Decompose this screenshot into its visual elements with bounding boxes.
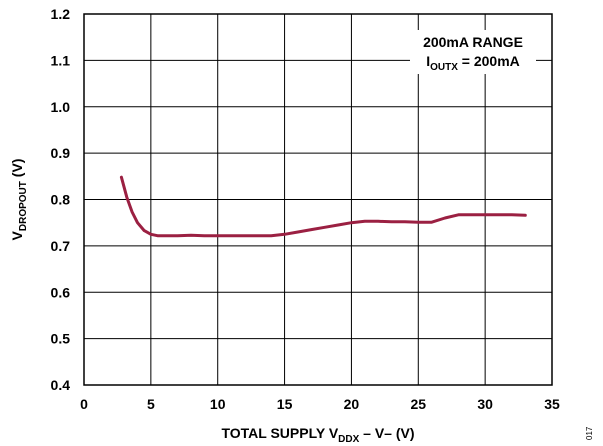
x-axis-title: TOTAL SUPPLY VDDX – V– (V) [221, 425, 414, 445]
x-tick-label: 30 [477, 396, 493, 412]
x-tick-label: 10 [210, 396, 226, 412]
annotation-range-label: 200mA RANGE [423, 34, 523, 50]
y-tick-label: 0.9 [51, 145, 71, 161]
y-axis-title: VDROPOUT (V) [9, 159, 29, 241]
annotation-current-label: IOUTX = 200mA [426, 53, 520, 73]
plot-area-frame [83, 13, 553, 386]
series-line-dropout-voltage [119, 175, 527, 238]
x-tick-label: 20 [344, 396, 360, 412]
y-axis-tick-labels: 0.4 0.5 0.6 0.7 0.8 0.9 1.0 1.1 1.2 [51, 6, 71, 393]
y-tick-label: 0.8 [51, 192, 71, 208]
y-tick-label: 1.2 [51, 6, 71, 22]
x-tick-label: 35 [544, 396, 560, 412]
annotation-background [410, 30, 536, 74]
y-tick-label: 1.0 [51, 99, 71, 115]
y-tick-label: 0.4 [51, 377, 71, 393]
y-tick-label: 0.6 [51, 284, 71, 300]
series-layer [119, 175, 527, 238]
x-tick-label: 25 [410, 396, 426, 412]
x-tick-label: 5 [147, 396, 155, 412]
y-tick-label: 0.7 [51, 238, 71, 254]
x-tick-label: 0 [80, 396, 88, 412]
figure-code: 017 [585, 426, 594, 440]
y-tick-label: 0.5 [51, 331, 71, 347]
x-tick-label: 15 [277, 396, 293, 412]
x-axis-tick-labels: 0 5 10 15 20 25 30 35 [80, 396, 560, 412]
y-tick-label: 1.1 [51, 52, 71, 68]
